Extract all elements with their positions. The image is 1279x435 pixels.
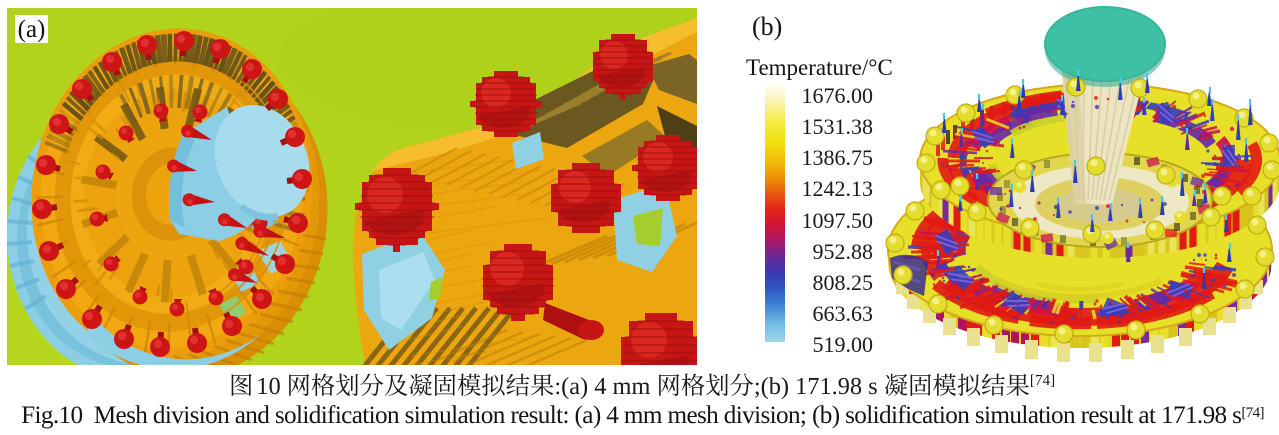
svg-text:(a): (a) bbox=[18, 16, 46, 43]
